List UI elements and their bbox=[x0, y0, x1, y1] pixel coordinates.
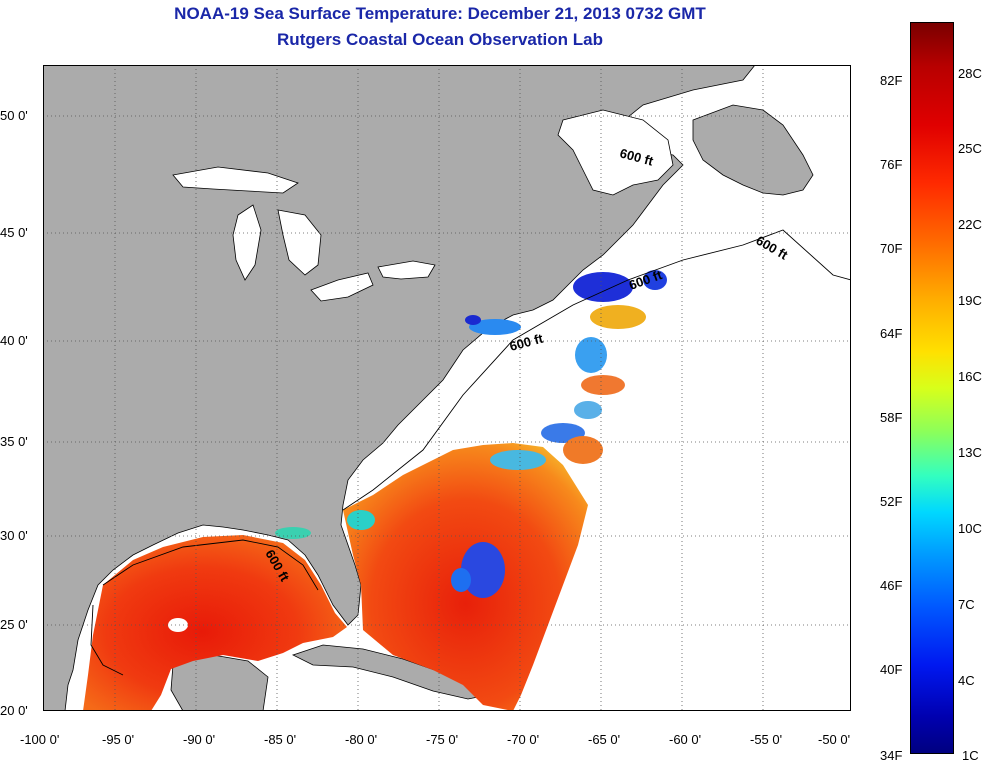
x-tick-label: -70 0' bbox=[507, 732, 540, 747]
colorbar-f-label: 34F bbox=[880, 748, 903, 763]
colorbar-f-label: 64F bbox=[880, 326, 903, 341]
colorbar-c-label: 7C bbox=[958, 597, 975, 612]
x-tick-label: -85 0' bbox=[264, 732, 297, 747]
colorbar-f-label: 70F bbox=[880, 241, 903, 256]
y-tick-label: 25 0' bbox=[0, 617, 28, 632]
map-title: NOAA-19 Sea Surface Temperature: Decembe… bbox=[174, 4, 706, 23]
colorbar-f-label: 76F bbox=[880, 157, 903, 172]
y-tick-label: 50 0' bbox=[0, 108, 28, 123]
colorbar-c-label: 10C bbox=[958, 521, 982, 536]
x-tick-label: -60 0' bbox=[669, 732, 702, 747]
colorbar-c-label: 22C bbox=[958, 217, 982, 232]
colorbar-f-label: 46F bbox=[880, 578, 903, 593]
sst-cold-patches bbox=[168, 270, 667, 632]
x-tick-label: -55 0' bbox=[750, 732, 783, 747]
x-tick-label: -80 0' bbox=[345, 732, 378, 747]
colorbar-f-label: 40F bbox=[880, 662, 903, 677]
colorbar-c-label: 1C bbox=[962, 748, 979, 763]
x-tick-label: -95 0' bbox=[102, 732, 135, 747]
colorbar-c-label: 16C bbox=[958, 369, 982, 384]
land-north-america bbox=[43, 65, 756, 711]
temperature-colorbar bbox=[910, 22, 954, 754]
great-lakes bbox=[172, 166, 436, 302]
y-tick-label: 45 0' bbox=[0, 225, 28, 240]
sst-map: 600 ft 600 ft 600 ft 600 ft 600 ft bbox=[43, 65, 851, 711]
y-tick-label: 20 0' bbox=[0, 703, 28, 718]
colorbar-c-label: 4C bbox=[958, 673, 975, 688]
colorbar-f-label: 58F bbox=[880, 410, 903, 425]
map-subtitle: Rutgers Coastal Ocean Observation Lab bbox=[277, 30, 603, 49]
land-newfoundland bbox=[692, 104, 814, 196]
x-tick-label: -100 0' bbox=[20, 732, 60, 747]
colorbar-f-label: 82F bbox=[880, 73, 903, 88]
map-frame bbox=[43, 65, 851, 711]
sst-gulf-stream-patches bbox=[275, 305, 646, 539]
lat-lon-grid bbox=[43, 65, 851, 711]
y-tick-label: 30 0' bbox=[0, 528, 28, 543]
y-tick-label: 40 0' bbox=[0, 333, 28, 348]
colorbar-c-label: 28C bbox=[958, 66, 982, 81]
x-tick-label: -65 0' bbox=[588, 732, 621, 747]
gulf-st-lawrence bbox=[557, 109, 674, 196]
colorbar-f-label: 52F bbox=[880, 494, 903, 509]
x-tick-label: -50 0' bbox=[818, 732, 851, 747]
colorbar-c-label: 25C bbox=[958, 141, 982, 156]
x-tick-label: -90 0' bbox=[183, 732, 216, 747]
colorbar-c-label: 13C bbox=[958, 445, 982, 460]
sst-gulf-of-mexico bbox=[83, 535, 347, 711]
colorbar-c-label: 19C bbox=[958, 293, 982, 308]
x-tick-label: -75 0' bbox=[426, 732, 459, 747]
y-tick-label: 35 0' bbox=[0, 434, 28, 449]
land-yucatan bbox=[170, 654, 269, 711]
